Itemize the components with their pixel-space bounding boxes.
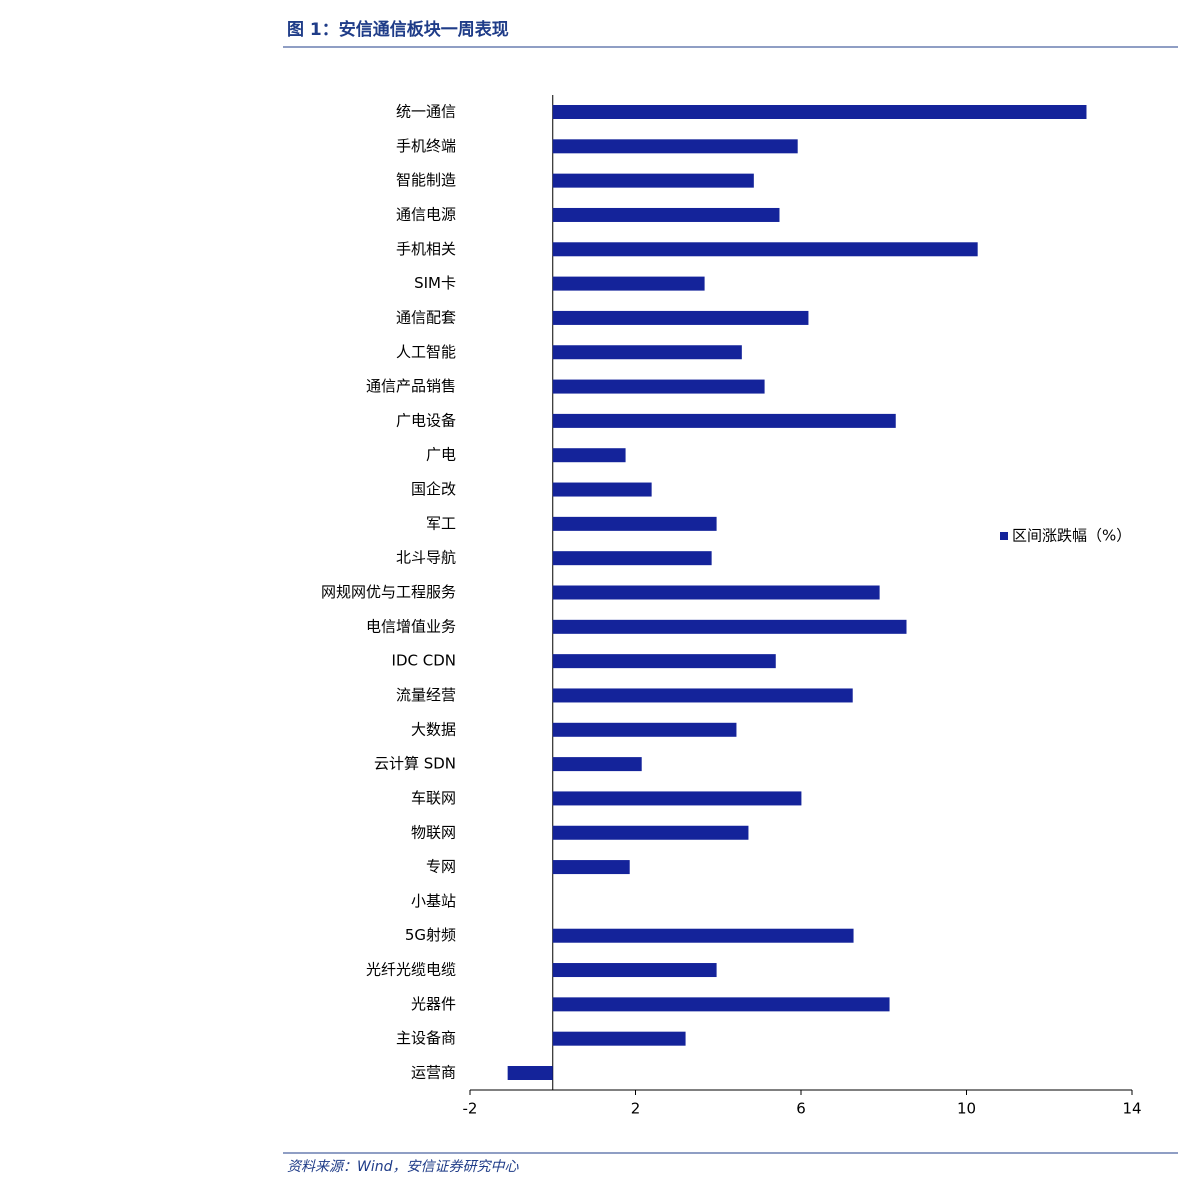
bar xyxy=(552,722,737,737)
bar xyxy=(552,757,642,772)
bar xyxy=(552,551,712,566)
y-tick-label: 通信配套 xyxy=(396,308,456,326)
bar xyxy=(552,928,854,943)
y-tick-label: 主设备商 xyxy=(396,1029,456,1047)
bar xyxy=(552,825,749,840)
x-tick-label: -2 xyxy=(463,1100,478,1118)
bar xyxy=(552,173,754,188)
y-tick-label: 小基站 xyxy=(411,892,456,910)
bar xyxy=(552,345,742,360)
x-tick-label: 10 xyxy=(957,1100,976,1118)
y-tick-label: 广电设备 xyxy=(396,411,456,429)
y-tick-label: 手机终端 xyxy=(396,137,456,155)
bar xyxy=(552,997,890,1012)
y-tick-label: 大数据 xyxy=(411,720,456,738)
bar xyxy=(552,105,1087,119)
y-tick-label: 手机相关 xyxy=(396,240,456,258)
y-tick-label: 5G射频 xyxy=(405,926,456,944)
y-tick-label: 统一通信 xyxy=(396,103,456,121)
bar xyxy=(552,242,978,257)
y-tick-label: 物联网 xyxy=(411,823,456,841)
y-tick-label: 运营商 xyxy=(411,1064,456,1082)
bar xyxy=(552,276,705,291)
legend-swatch xyxy=(1000,532,1008,540)
y-tick-label: 通信电源 xyxy=(396,205,456,223)
y-tick-label: 北斗导航 xyxy=(396,549,456,567)
y-tick-label: 人工智能 xyxy=(396,343,456,361)
legend-label: 区间涨跌幅（%） xyxy=(1012,527,1131,545)
bar xyxy=(552,619,907,634)
y-tick-label: 专网 xyxy=(426,858,456,876)
bar xyxy=(552,207,780,222)
y-tick-label: 光纤光缆电缆 xyxy=(366,961,456,979)
bar xyxy=(552,413,896,428)
bar xyxy=(552,448,626,463)
y-tick-label: 广电 xyxy=(426,446,456,464)
y-tick-label: 车联网 xyxy=(411,789,456,807)
bar xyxy=(552,1031,686,1046)
bar xyxy=(552,482,652,497)
y-tick-label: 国企改 xyxy=(411,480,456,498)
bar xyxy=(552,585,880,600)
y-tick-label: 电信增值业务 xyxy=(366,617,456,635)
y-tick-label: 流量经营 xyxy=(396,686,456,704)
bar xyxy=(507,1066,553,1080)
y-tick-label: 军工 xyxy=(426,514,456,532)
y-tick-label: 通信产品销售 xyxy=(366,377,456,395)
bar xyxy=(552,860,630,875)
y-tick-label: 云计算 SDN xyxy=(374,755,456,773)
y-tick-label: 智能制造 xyxy=(396,171,456,189)
y-tick-label: SIM卡 xyxy=(414,274,456,292)
x-tick-label: 6 xyxy=(796,1100,806,1118)
bar xyxy=(552,516,717,531)
bar xyxy=(552,688,853,703)
bar xyxy=(552,963,717,978)
y-tick-label: IDC CDN xyxy=(392,652,456,670)
bar xyxy=(552,791,802,806)
y-tick-label: 光器件 xyxy=(411,995,456,1013)
x-tick-label: 14 xyxy=(1122,1100,1141,1118)
y-tick-label: 网规网优与工程服务 xyxy=(321,583,456,601)
bar xyxy=(552,379,765,394)
figure-caption: 图 1：安信通信板块一周表现 xyxy=(287,19,509,40)
bar xyxy=(552,310,809,325)
x-tick-label: 2 xyxy=(631,1100,641,1118)
bar xyxy=(552,654,776,669)
source-note: 资料来源：Wind，安信证券研究中心 xyxy=(287,1159,519,1175)
bar xyxy=(552,139,798,154)
